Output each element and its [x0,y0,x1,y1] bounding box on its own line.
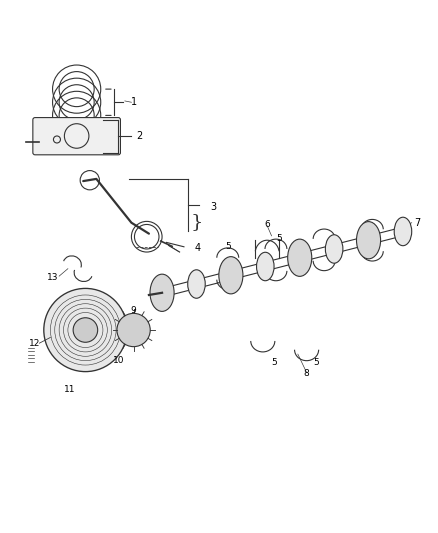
Circle shape [117,313,150,346]
Text: 6: 6 [264,220,270,229]
Text: 13: 13 [47,273,58,282]
Text: 10: 10 [113,356,124,365]
Ellipse shape [357,222,381,259]
Text: 7: 7 [414,217,420,228]
Ellipse shape [150,274,174,311]
Circle shape [73,318,98,342]
Text: 2: 2 [136,131,142,141]
Text: 4: 4 [195,243,201,253]
Text: 5: 5 [226,243,231,251]
Text: 12: 12 [29,338,41,348]
Text: 5: 5 [313,358,319,367]
Text: 9: 9 [131,306,137,315]
Ellipse shape [257,252,274,281]
Text: 5: 5 [276,233,282,243]
Text: 1: 1 [131,97,138,107]
Text: 11: 11 [64,385,76,394]
Ellipse shape [394,217,412,246]
Ellipse shape [188,270,205,298]
Text: 3: 3 [210,203,216,212]
FancyBboxPatch shape [33,118,120,155]
Text: }: } [191,213,203,231]
Text: 8: 8 [304,369,310,378]
Text: 5: 5 [272,358,277,367]
Ellipse shape [288,239,312,276]
Ellipse shape [325,235,343,263]
Ellipse shape [219,257,243,294]
Circle shape [44,288,127,372]
